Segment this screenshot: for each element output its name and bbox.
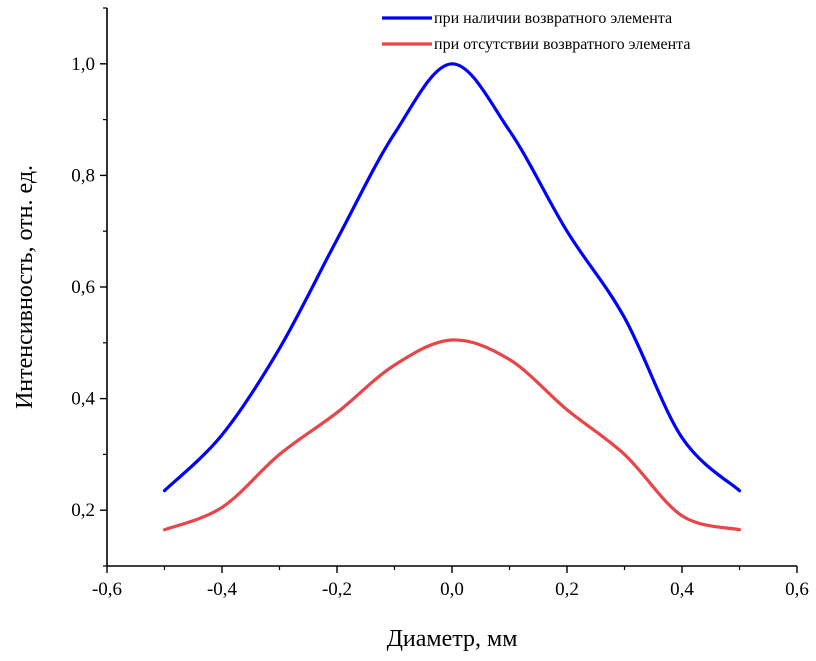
legend-label-2: при отсутствии возвратного элемента: [434, 36, 690, 53]
y-axis-title: Интенсивность, отн. ед.: [12, 165, 38, 409]
x-tick-label: -0,2: [322, 579, 352, 600]
x-axis-title: Диаметр, мм: [387, 626, 518, 652]
series-lines: [162, 62, 742, 532]
series-line-1: [162, 62, 742, 493]
x-tick-label: 0,0: [440, 579, 464, 600]
axes: [106, 8, 797, 567]
y-tick-label: 0,8: [71, 165, 95, 186]
ticks: [100, 7, 798, 573]
tick-labels: -0,6 -0,4 -0,2 0,0 0,2 0,4 0,6 0,2 0,4 0,6 0,8 1,0: [71, 54, 809, 600]
x-tick-label: -0,6: [92, 579, 122, 600]
x-tick-label: 0,4: [670, 579, 694, 600]
y-tick-label: 0,2: [71, 500, 95, 521]
series-line-2: [162, 338, 742, 532]
y-tick-label: 1,0: [71, 54, 95, 75]
x-tick-label: 0,6: [785, 579, 809, 600]
x-tick-label: -0,4: [207, 579, 238, 600]
x-tick-label: 0,2: [555, 579, 579, 600]
y-tick-label: 0,6: [71, 277, 95, 298]
legend-label-1: при наличии возвратного элемента: [434, 10, 672, 27]
legend: при наличии возвратного элемента при отсу…: [382, 10, 690, 53]
y-tick-label: 0,4: [71, 389, 95, 410]
